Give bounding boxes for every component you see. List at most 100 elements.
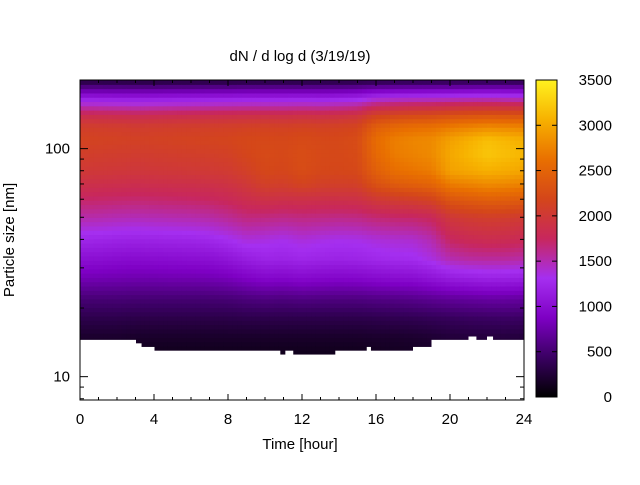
heatmap-cell xyxy=(218,140,224,145)
heatmap-cell xyxy=(399,251,405,257)
heatmap-cell xyxy=(426,135,433,141)
heatmap-cell xyxy=(394,328,400,334)
heatmap-cell xyxy=(431,204,437,210)
heatmap-cell xyxy=(376,294,382,300)
heatmap-cell xyxy=(228,92,234,98)
heatmap-cell xyxy=(283,294,289,300)
heatmap-cell xyxy=(232,84,238,90)
heatmap-cell xyxy=(366,191,372,197)
heatmap-cell xyxy=(204,333,211,338)
heatmap-cell xyxy=(172,148,178,154)
heatmap-cell xyxy=(228,217,234,223)
heatmap-cell xyxy=(218,260,224,266)
heatmap-cell xyxy=(399,178,405,184)
heatmap-cell xyxy=(103,268,109,274)
heatmap-cell xyxy=(135,230,141,236)
heatmap-cell xyxy=(251,212,257,218)
heatmap-cell xyxy=(241,84,248,90)
heatmap-cell xyxy=(89,212,95,218)
heatmap-cell xyxy=(98,328,104,334)
heatmap-cell xyxy=(237,101,243,107)
heatmap-cell xyxy=(117,84,123,90)
heatmap-cell xyxy=(366,264,372,270)
heatmap-cell xyxy=(80,247,86,253)
heatmap-cell xyxy=(413,195,419,201)
heatmap-cell xyxy=(191,101,197,107)
heatmap-cell xyxy=(283,221,289,227)
heatmap-cell xyxy=(306,135,312,141)
heatmap-cell xyxy=(246,238,252,244)
heatmap-cell xyxy=(311,84,317,90)
heatmap-cell xyxy=(325,243,331,248)
heatmap-cell xyxy=(126,88,132,94)
heatmap-cell xyxy=(117,285,123,291)
heatmap-cell xyxy=(167,298,174,304)
heatmap-cell xyxy=(274,114,280,120)
heatmap-cell xyxy=(339,345,345,351)
heatmap-cell xyxy=(204,225,211,231)
heatmap-cell xyxy=(246,337,252,343)
heatmap-cell xyxy=(417,311,423,317)
heatmap-cell xyxy=(329,135,335,141)
heatmap-cell xyxy=(241,157,248,163)
heatmap-cell xyxy=(218,238,224,244)
heatmap-cell xyxy=(186,135,192,141)
heatmap-cell xyxy=(112,84,118,90)
heatmap-cell xyxy=(172,298,178,304)
heatmap-cell xyxy=(117,234,123,240)
heatmap-cell xyxy=(426,101,433,107)
heatmap-cell xyxy=(315,148,322,154)
heatmap-cell xyxy=(204,182,211,188)
heatmap-cell xyxy=(334,221,340,227)
heatmap-cell xyxy=(339,135,345,141)
heatmap-cell xyxy=(329,92,335,98)
heatmap-cell xyxy=(158,217,164,223)
heatmap-cell xyxy=(89,84,95,90)
heatmap-cell xyxy=(191,247,197,253)
heatmap-cell xyxy=(431,217,437,223)
heatmap-cell xyxy=(366,195,372,201)
heatmap-cell xyxy=(255,285,261,291)
heatmap-cell xyxy=(260,255,266,261)
heatmap-cell xyxy=(214,298,220,304)
heatmap-cell xyxy=(98,187,104,193)
heatmap-cell xyxy=(241,333,248,338)
heatmap-cell xyxy=(426,174,433,180)
heatmap-cell xyxy=(195,148,201,154)
heatmap-cell xyxy=(417,285,423,291)
heatmap-cell xyxy=(107,97,113,103)
heatmap-cell xyxy=(107,187,113,193)
heatmap-cell xyxy=(403,114,409,120)
heatmap-cell xyxy=(399,264,405,270)
heatmap-cell xyxy=(385,152,391,158)
heatmap-cell xyxy=(149,110,155,115)
heatmap-cell xyxy=(158,208,164,214)
heatmap-cell xyxy=(228,264,234,270)
heatmap-cell xyxy=(352,315,359,321)
heatmap-cell xyxy=(167,97,174,103)
heatmap-cell xyxy=(283,200,289,206)
heatmap-cell xyxy=(343,84,349,90)
heatmap-cell xyxy=(140,195,146,201)
heatmap-cell xyxy=(167,264,174,270)
heatmap-cell xyxy=(177,174,183,180)
heatmap-cell xyxy=(366,127,372,133)
heatmap-cell xyxy=(121,221,127,227)
heatmap-cell xyxy=(389,230,396,236)
heatmap-cell xyxy=(311,260,317,266)
heatmap-cell xyxy=(172,118,178,124)
heatmap-cell xyxy=(265,243,271,248)
heatmap-cell xyxy=(399,341,405,347)
heatmap-cell xyxy=(265,307,271,313)
heatmap-cell xyxy=(154,341,160,347)
heatmap-cell xyxy=(167,221,174,227)
heatmap-cell xyxy=(417,298,423,304)
heatmap-cell xyxy=(389,208,396,214)
heatmap-cell xyxy=(163,230,169,236)
heatmap-cell xyxy=(177,341,183,347)
heatmap-cell xyxy=(149,84,155,90)
heatmap-cell xyxy=(436,281,442,287)
heatmap-cell xyxy=(98,122,104,128)
heatmap-cell xyxy=(218,315,224,321)
heatmap-cell xyxy=(320,148,326,154)
